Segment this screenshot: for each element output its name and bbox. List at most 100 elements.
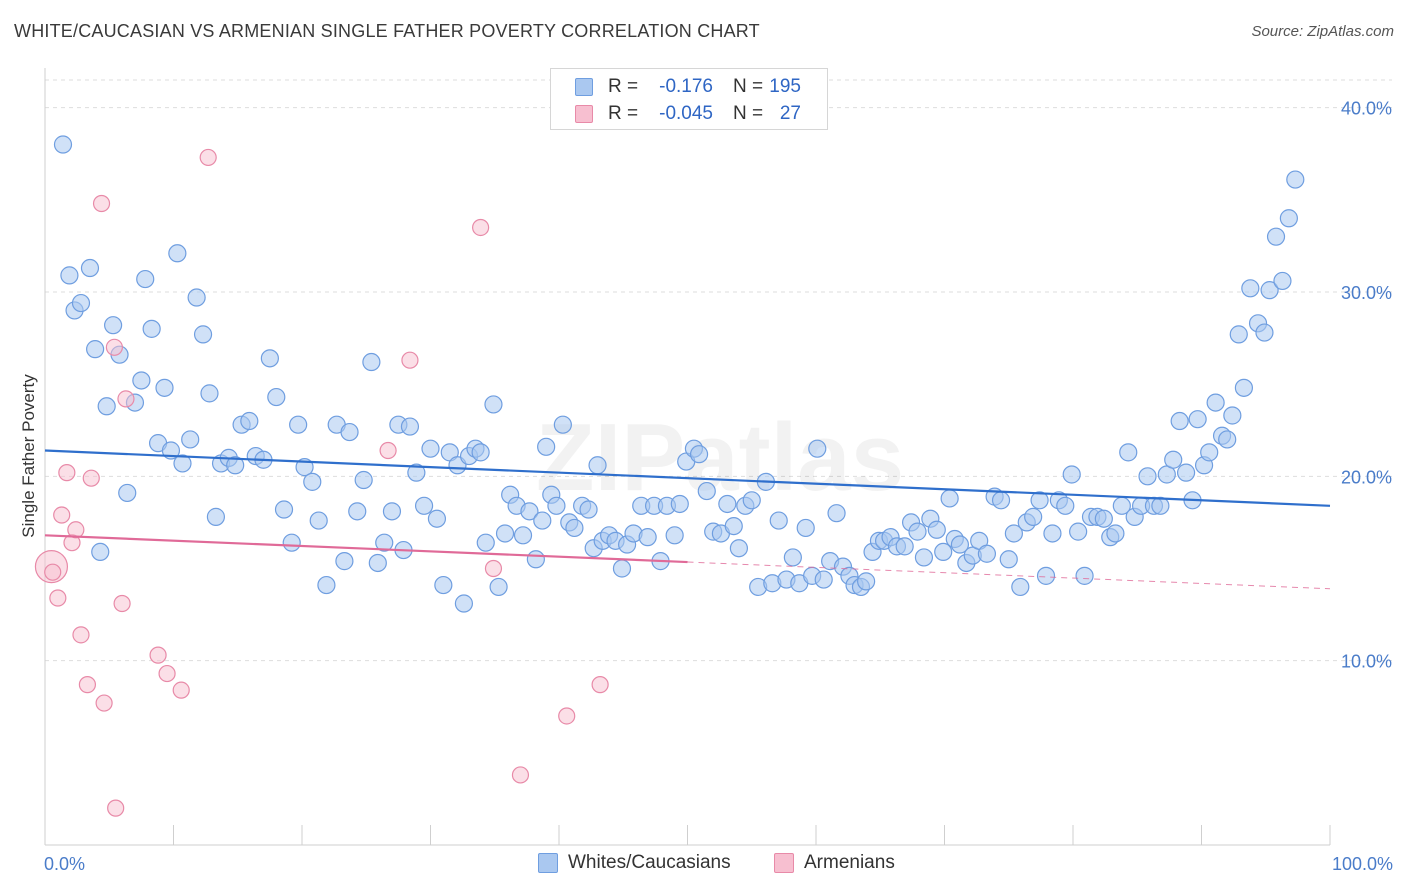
bottom-legend-swatch-pink — [774, 853, 794, 873]
data-point-whites — [421, 439, 440, 458]
data-point-whites — [476, 533, 495, 552]
bottom-legend-label: Whites/Caucasians — [568, 852, 731, 873]
data-point-whites — [1188, 410, 1207, 429]
data-point-whites — [187, 288, 206, 307]
data-point-whites — [91, 542, 110, 562]
data-point-armenians — [78, 676, 97, 694]
data-point-whites — [638, 528, 657, 547]
legend-n-label: N = — [733, 103, 764, 124]
data-point-armenians — [511, 766, 530, 784]
data-point-armenians — [95, 694, 113, 712]
data-point-whites — [796, 518, 815, 538]
data-point-whites — [434, 575, 453, 595]
data-point-armenians — [484, 559, 503, 578]
data-point-whites — [1206, 393, 1225, 412]
data-point-whites — [612, 559, 632, 578]
data-point-whites — [1011, 577, 1030, 597]
data-point-whites — [136, 269, 155, 289]
trend-lines — [44, 449, 1331, 590]
data-point-whites — [414, 496, 434, 515]
y-tick-label: 20.0% — [1341, 467, 1392, 487]
data-point-whites — [827, 504, 846, 523]
data-point-whites — [977, 544, 997, 563]
x-tick-label-min: 0.0% — [44, 854, 85, 874]
data-point-whites — [289, 415, 308, 434]
data-point-whites — [104, 316, 123, 335]
data-point-armenians — [172, 681, 190, 699]
data-point-whites — [547, 496, 566, 515]
data-point-whites — [783, 548, 802, 567]
data-point-whites — [769, 511, 788, 530]
data-point-whites — [142, 319, 161, 338]
data-point-whites — [1036, 566, 1056, 585]
data-point-whites — [697, 481, 716, 501]
data-point-whites — [53, 135, 73, 154]
data-point-whites — [155, 378, 174, 397]
data-point-whites — [1266, 227, 1286, 246]
trend-line-armenians-extension — [687, 561, 1331, 590]
legend-n-value: 195 — [769, 76, 801, 97]
data-point-whites — [407, 463, 426, 482]
data-point-whites — [579, 500, 598, 519]
data-point-whites — [340, 422, 359, 442]
data-point-whites — [724, 516, 743, 536]
data-point-whites — [354, 470, 373, 490]
data-point-whites — [742, 491, 761, 510]
grid-lines — [45, 79, 1392, 662]
data-point-whites — [927, 520, 946, 539]
data-point-whites — [471, 443, 490, 462]
data-point-whites — [226, 456, 245, 475]
legend-r-value: -0.045 — [659, 103, 713, 124]
data-point-whites — [1075, 566, 1094, 585]
legend-r-value: -0.176 — [659, 76, 713, 97]
data-point-whites — [60, 266, 79, 285]
data-point-whites — [71, 293, 91, 313]
data-point-whites — [908, 522, 927, 541]
data-point-whites — [950, 535, 970, 554]
data-point-whites — [1094, 509, 1113, 528]
data-point-whites — [1164, 450, 1183, 469]
data-point-whites — [168, 244, 187, 263]
data-point-whites — [670, 494, 689, 514]
data-point-armenians — [472, 218, 490, 237]
data-point-whites — [991, 491, 1011, 510]
data-point-whites — [1062, 465, 1081, 484]
data-point-whites — [1138, 467, 1157, 486]
data-point-whites — [382, 502, 402, 521]
data-point-whites — [1260, 281, 1279, 300]
data-point-whites — [1218, 430, 1237, 449]
data-point-whites — [335, 552, 354, 571]
data-point-whites — [1223, 406, 1242, 425]
y-tick-label: 40.0% — [1341, 99, 1392, 119]
legend-r-label: R = — [608, 103, 639, 124]
data-point-whites — [484, 395, 503, 414]
data-point-whites — [454, 594, 474, 613]
data-point-armenians — [158, 664, 176, 683]
data-point-whites — [857, 572, 876, 591]
data-point-armenians — [49, 589, 67, 607]
data-point-whites — [1234, 378, 1254, 397]
data-point-whites — [375, 533, 394, 552]
data-point-whites — [317, 575, 336, 595]
bottom-legend-swatch-blue — [538, 853, 558, 873]
data-point-whites — [1279, 209, 1298, 228]
data-point-whites — [1176, 463, 1196, 482]
data-point-whites — [86, 340, 105, 359]
data-point-whites — [1043, 524, 1062, 543]
data-point-whites — [1200, 443, 1219, 462]
tick-labels: 10.0% 20.0% 30.0% 40.0% 0.0% 100.0% Single Fat… — [19, 99, 1393, 874]
legend-row-whites: R = -0.176 N = 195 — [551, 74, 827, 100]
data-point-armenians — [92, 194, 111, 213]
data-point-armenians — [44, 563, 62, 581]
data-point-armenians — [107, 799, 125, 817]
data-point-whites — [1241, 279, 1260, 298]
data-point-armenians — [72, 626, 90, 644]
trend-line-armenians — [44, 534, 688, 564]
data-point-whites — [240, 411, 259, 431]
data-point-whites — [260, 349, 279, 368]
data-point-whites — [814, 570, 833, 589]
data-point-whites — [206, 507, 226, 526]
data-point-whites — [1229, 325, 1248, 344]
data-point-armenians — [58, 464, 76, 482]
